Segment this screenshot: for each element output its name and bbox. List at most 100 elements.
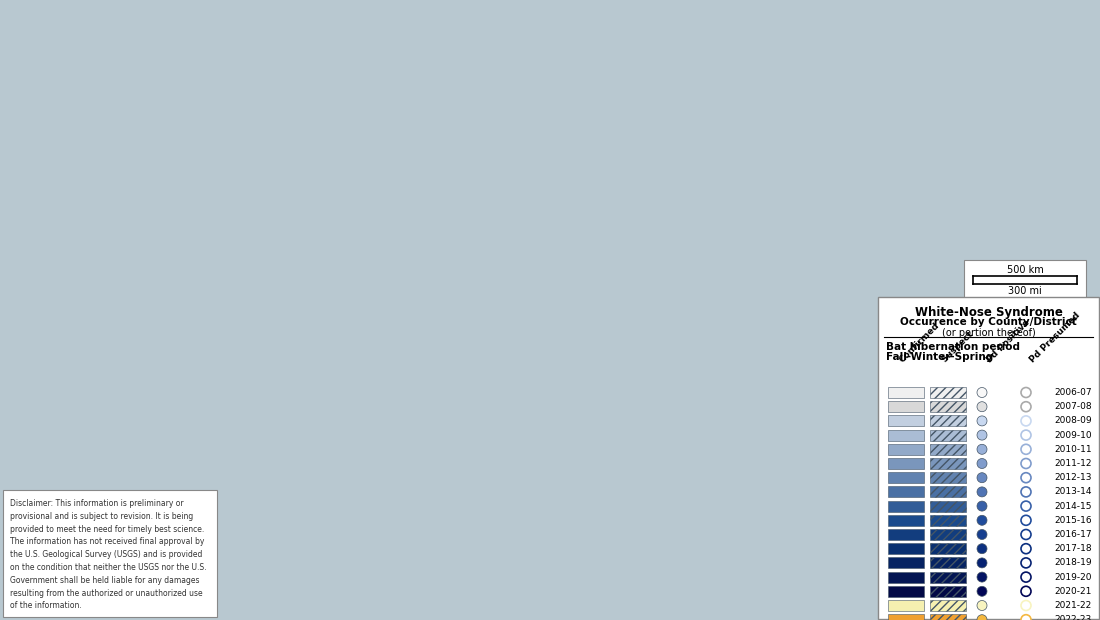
Circle shape — [1021, 472, 1031, 483]
Bar — [930, 444, 966, 455]
Circle shape — [977, 445, 987, 454]
Text: 2018-19: 2018-19 — [1055, 559, 1092, 567]
Bar — [930, 487, 966, 497]
Bar — [930, 500, 966, 512]
Text: Disclaimer: This information is preliminary or: Disclaimer: This information is prelimin… — [10, 499, 184, 508]
Text: Government shall be held liable for any damages: Government shall be held liable for any … — [10, 576, 199, 585]
Text: 2008-09: 2008-09 — [1055, 417, 1092, 425]
Circle shape — [1021, 515, 1031, 525]
Bar — [930, 387, 966, 398]
Circle shape — [977, 430, 987, 440]
Text: 2016-17: 2016-17 — [1055, 530, 1092, 539]
Bar — [930, 430, 966, 441]
Circle shape — [977, 515, 987, 525]
Circle shape — [1021, 614, 1031, 620]
Circle shape — [977, 544, 987, 554]
Bar — [888, 586, 924, 597]
Text: 2015-16: 2015-16 — [1055, 516, 1092, 525]
Circle shape — [977, 587, 987, 596]
Bar — [888, 500, 924, 512]
Text: 2010-11: 2010-11 — [1055, 445, 1092, 454]
Text: the U.S. Geological Survey (USGS) and is provided: the U.S. Geological Survey (USGS) and is… — [10, 550, 202, 559]
Text: 2014-15: 2014-15 — [1055, 502, 1092, 511]
Bar — [888, 387, 924, 398]
Text: of the information.: of the information. — [10, 601, 81, 611]
Text: 2006-07: 2006-07 — [1055, 388, 1092, 397]
Text: provided to meet the need for timely best science.: provided to meet the need for timely bes… — [10, 525, 205, 534]
Text: White-Nose Syndrome: White-Nose Syndrome — [914, 306, 1063, 319]
Bar — [930, 401, 966, 412]
Text: Suspect: Suspect — [940, 329, 975, 364]
Circle shape — [1021, 487, 1031, 497]
Circle shape — [977, 487, 987, 497]
Text: 300 mi: 300 mi — [1008, 286, 1042, 296]
Text: Fall-Winter-Spring: Fall-Winter-Spring — [886, 352, 993, 362]
Bar — [930, 458, 966, 469]
Text: resulting from the authorized or unauthorized use: resulting from the authorized or unautho… — [10, 588, 202, 598]
FancyBboxPatch shape — [878, 297, 1099, 619]
Bar — [930, 472, 966, 483]
Text: 2012-13: 2012-13 — [1055, 473, 1092, 482]
Circle shape — [977, 388, 987, 397]
Bar — [888, 572, 924, 583]
Bar — [888, 415, 924, 427]
Text: 2011-12: 2011-12 — [1055, 459, 1092, 468]
Circle shape — [977, 572, 987, 582]
Text: provisional and is subject to revision. It is being: provisional and is subject to revision. … — [10, 512, 194, 521]
Text: 2020-21: 2020-21 — [1055, 587, 1092, 596]
Text: 500 km: 500 km — [1006, 265, 1044, 275]
Circle shape — [1021, 416, 1031, 426]
FancyBboxPatch shape — [964, 260, 1086, 298]
Bar — [888, 600, 924, 611]
Circle shape — [1021, 388, 1031, 397]
Bar — [888, 614, 924, 620]
Circle shape — [1021, 587, 1031, 596]
Bar — [888, 515, 924, 526]
Text: 2007-08: 2007-08 — [1055, 402, 1092, 411]
Text: Confirmed: Confirmed — [898, 321, 942, 364]
Circle shape — [1021, 402, 1031, 412]
Circle shape — [977, 459, 987, 469]
Circle shape — [1021, 558, 1031, 568]
Circle shape — [1021, 430, 1031, 440]
Text: 2022-23: 2022-23 — [1055, 615, 1092, 620]
Circle shape — [1021, 459, 1031, 469]
Bar — [930, 572, 966, 583]
Bar — [930, 614, 966, 620]
Text: 2019-20: 2019-20 — [1055, 573, 1092, 582]
Bar — [888, 487, 924, 497]
Bar — [888, 529, 924, 540]
Circle shape — [1021, 445, 1031, 454]
FancyBboxPatch shape — [3, 490, 217, 617]
Circle shape — [977, 558, 987, 568]
Bar — [930, 543, 966, 554]
Circle shape — [977, 601, 987, 611]
Circle shape — [977, 402, 987, 412]
Bar — [930, 415, 966, 427]
Bar — [888, 401, 924, 412]
Bar — [888, 458, 924, 469]
Circle shape — [977, 614, 987, 620]
Bar — [888, 444, 924, 455]
Text: 2021-22: 2021-22 — [1055, 601, 1092, 610]
Circle shape — [1021, 544, 1031, 554]
Circle shape — [1021, 601, 1031, 611]
Text: The information has not received final approval by: The information has not received final a… — [10, 538, 205, 546]
Text: on the condition that neither the USGS nor the U.S.: on the condition that neither the USGS n… — [10, 563, 207, 572]
Bar — [888, 557, 924, 569]
Text: (or portion thereof): (or portion thereof) — [942, 328, 1035, 338]
Circle shape — [977, 472, 987, 483]
Circle shape — [1021, 501, 1031, 511]
Bar — [930, 600, 966, 611]
Text: 2009-10: 2009-10 — [1055, 431, 1092, 440]
Text: 2017-18: 2017-18 — [1055, 544, 1092, 553]
Bar — [888, 543, 924, 554]
Bar — [930, 529, 966, 540]
Bar — [930, 515, 966, 526]
Circle shape — [977, 416, 987, 426]
Bar — [930, 557, 966, 569]
Circle shape — [1021, 529, 1031, 539]
Text: Bat hibernation period: Bat hibernation period — [886, 342, 1020, 352]
Text: Pd Presumed: Pd Presumed — [1028, 310, 1081, 364]
Circle shape — [1021, 572, 1031, 582]
